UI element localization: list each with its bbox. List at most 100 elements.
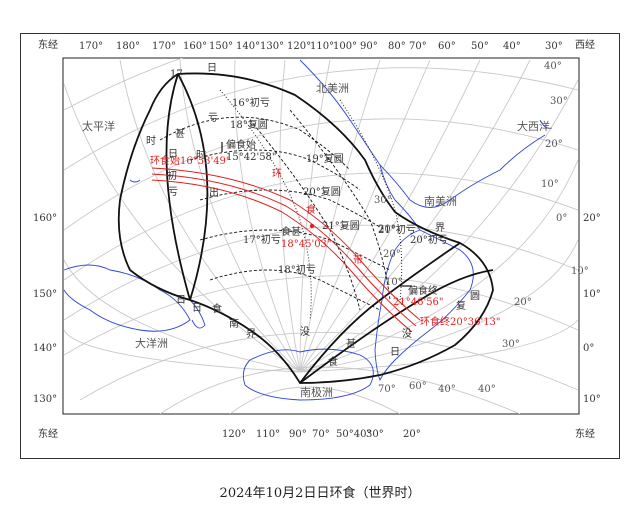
sunrise-char-6: 食 [328,357,338,368]
top-longitude-label-9: 100° [333,41,358,52]
south-america-coast [374,229,474,382]
begin-partial-char: 日 [207,63,217,74]
grid-label-12: 10° [385,277,403,288]
top-longitude-label-14: 50° [471,41,489,52]
sunrise-char-2: 南 [229,319,239,330]
top-longitude-label-10: 90° [360,41,378,52]
grid-label-8: 40° [478,384,496,395]
graticule [63,58,579,414]
grid-label-15: 40° [438,384,456,395]
grid-label-5: 10° [571,266,589,277]
first-contact-18-label: 18°初亏 [278,265,316,276]
bottom-longitude-label-0: 120° [222,429,247,440]
south-america-label: 南美洲 [424,195,457,208]
sunrise-char-1: 食 [212,304,222,315]
sunrise-char-7: 甚 [346,339,356,350]
grid-label-7: 30° [502,339,520,350]
atlantic-label: 大西洋 [517,120,550,133]
grid-label-2: 20° [545,139,563,150]
sunset-char-4: 初 [167,171,177,182]
top-longitude-label-12: 70° [409,41,427,52]
top-longitude-label-16: 30° [545,41,563,52]
contact-curves-dotted [219,89,403,321]
greatest-eclipse-time: 18°45'03" [281,239,332,250]
bottom-right-hemisphere-label: 东经 [575,429,595,440]
first-contact-21-label: 21°初亏 [378,225,416,236]
top-longitude-label-13: 60° [438,41,456,52]
bottom-longitude-label-2: 90° [289,429,307,440]
new-zealand-coast [189,299,206,329]
top-longitude-label-0: 170° [79,41,104,52]
sunrise-char-3: 界 [246,329,256,340]
sunset-char-7: 出 [209,188,219,199]
greatest-eclipse-marker [309,223,315,229]
bottom-left-hemisphere-label: 东经 [38,429,58,440]
sunset-char-5: 亏 [168,187,178,198]
annular-start-label: 环食始16°53'49" [150,156,231,167]
top-longitude-label-6: 130° [260,41,285,52]
grid-label-3: 10° [541,179,559,190]
grid-label-14: 30° [374,195,392,206]
contact-curves [159,109,391,311]
central-america-coast [379,164,421,231]
last-contact-19-label: 19°复圆 [306,154,344,165]
grid-label-9: 60° [409,381,427,392]
partial-end-time: 21°46'56" [393,297,444,308]
left-latitude-label-3: 130° [33,394,58,405]
sunrise-char-8: 日 [390,347,400,358]
annular-eclipse-char: 食 [306,205,316,216]
annular-ring-char: 环 [272,169,282,180]
annular-band-char: 带 [353,255,363,266]
left-latitude-label-0: 160° [33,213,58,224]
right-latitude-label-3: 10° [583,394,601,405]
right-latitude-label-0: 20° [583,213,601,224]
greatest-eclipse-label: 食甚 [281,227,301,238]
top-longitude-label-1: 180° [116,41,141,52]
top-longitude-label-15: 40° [503,41,521,52]
t17-label: 17 [170,69,183,80]
grid-label-6: 20° [514,297,532,308]
top-right-hemisphere-label: 西经 [575,40,595,51]
top-longitude-label-4: 150° [209,41,234,52]
sunrise-char-11: 圆 [470,291,480,302]
oceania-label: 大洋洲 [135,337,168,350]
sunset-char-2: 日 [168,149,178,160]
top-longitude-label-2: 170° [152,41,177,52]
sunset-char-1: 甚 [175,129,185,140]
partial-end-label: 偏食终 [408,286,438,297]
top-left-hemisphere-label: 东经 [38,40,58,51]
top-longitude-label-11: 80° [388,41,406,52]
north-america-label: 北美洲 [316,82,349,95]
grid-label-10: 70° [378,384,396,395]
map-box [62,57,580,415]
top-longitude-label-7: 120° [287,41,312,52]
pacific-islands [129,179,141,183]
bottom-longitude-label-3: 70° [312,429,330,440]
sunrise-char-9: 没 [402,329,412,340]
grid-label-0: 40° [544,61,562,72]
map-frame [20,33,620,459]
coastlines [63,59,553,401]
penumbra-boundary [117,72,494,384]
left-latitude-label-2: 140° [33,343,58,354]
sunset-char-0: 亏 [208,113,218,124]
australia-coast [63,264,191,332]
top-longitude-label-8: 110° [310,41,335,52]
north-america-coast [299,59,546,208]
antarctica-label: 南极洲 [300,386,333,399]
first-contact-17-label: 17°初亏 [243,235,281,246]
bottom-longitude-label-1: 110° [256,429,281,440]
atlantic-islands [539,119,553,129]
last-contact-20-label: 20°复圆 [303,187,341,198]
sunset-char-3: 时 [146,136,156,147]
limit-char: 界 [435,223,445,234]
map-caption: 2024年10月2日日环食（世界时） [219,486,421,501]
antarctica-coast [242,348,374,401]
annular-path [151,167,421,333]
bottom-longitude-label-6: 20° [403,429,421,440]
sunrise-char-10: 复 [456,301,466,312]
last-contact-21-label: 21°复圆 [322,221,360,232]
grid-label-1: 30° [550,96,568,107]
grid-label-11: 20° [383,249,401,260]
right-latitude-label-1: 10° [583,289,601,300]
